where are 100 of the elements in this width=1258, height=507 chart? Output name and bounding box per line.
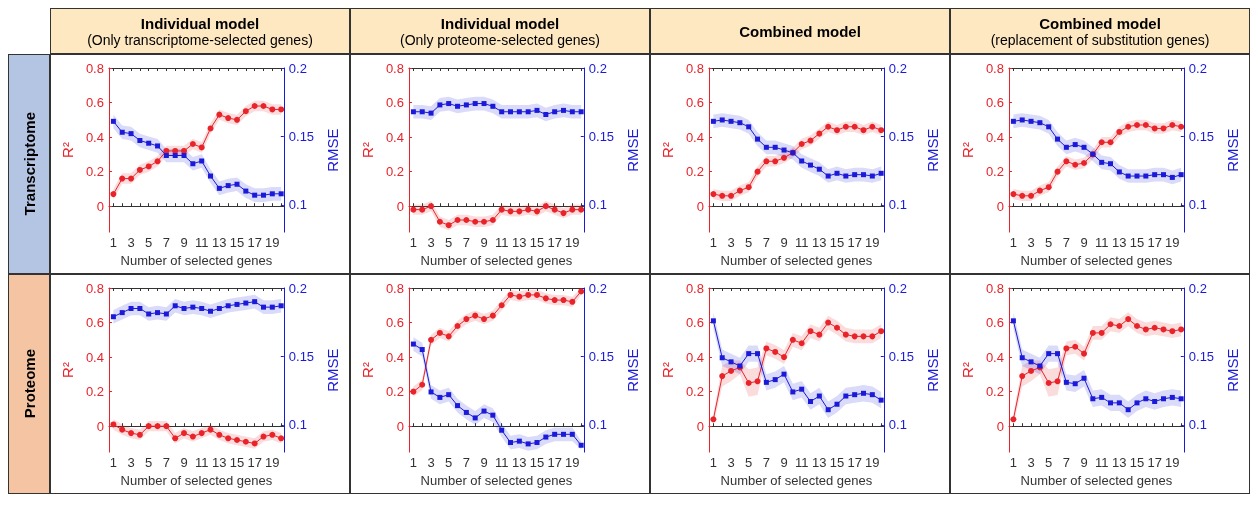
x-tick-label: 7 [762,235,770,251]
x-tick-label: 1 [109,235,117,251]
x-tick-label: 19 [565,235,580,251]
y-tick-label: 0 [396,418,404,434]
y2-tick-label: 0.1 [1188,197,1207,213]
y2-axis-title: RMSE [624,348,641,392]
chart-subtitle: (Only transcriptome-selected genes) [87,31,313,48]
y2-tick-label: 0.15 [1188,128,1215,144]
y-tick-label: 0.8 [685,60,704,76]
x-tick-label: 15 [529,455,545,471]
x-tick-label: 7 [462,235,470,251]
x-tick-label: 7 [462,455,470,471]
x-tick-label: 3 [427,455,435,471]
x-tick-label: 7 [162,455,170,471]
x-tick-label: 5 [145,235,153,251]
y-tick-label: 0.8 [85,280,104,296]
x-tick-label: 11 [494,455,509,471]
x-tick-label: 11 [794,455,809,471]
y2-tick-label: 0.1 [588,417,607,433]
y-tick-label: 0.4 [85,349,104,365]
x-axis-title: Number of selected genes [120,253,273,268]
x-tick-label: 5 [1045,455,1053,471]
x-tick-label: 7 [1062,455,1070,471]
x-tick-label: 17 [847,235,862,251]
y2-tick-label: 0.15 [588,348,615,364]
y2-axis-title: RMSE [1224,128,1241,172]
x-tick-label: 19 [1165,455,1180,471]
y-tick-label: 0.6 [385,95,404,111]
y2-axis-title: RMSE [924,128,941,172]
x-axis-title: Number of selected genes [720,473,873,488]
x-tick-label: 7 [1062,235,1070,251]
y2-axis-title: RMSE [924,348,941,392]
y-tick-label: 0 [96,198,104,214]
y-tick-label: 0.6 [85,95,104,111]
x-tick-label: 17 [247,235,262,251]
x-tick-label: 15 [229,235,245,251]
x-tick-label: 19 [565,455,580,471]
x-tick-label: 17 [547,455,562,471]
y2-tick-label: 0.2 [288,280,307,296]
x-tick-label: 11 [794,235,809,251]
y-tick-label: 0.8 [985,60,1004,76]
text: Proteome [20,349,38,419]
x-tick-label: 11 [494,235,509,251]
x-tick-label: 1 [109,455,117,471]
y-tick-label: 0.8 [985,280,1004,296]
y-tick-label: 0.4 [85,129,104,145]
y-axis-title: R² [959,142,976,158]
y-axis-title: R² [659,362,676,378]
y-axis-title: R² [59,142,76,158]
x-tick-label: 13 [1112,455,1127,471]
y-tick-label: 0.6 [385,315,404,331]
x-tick-label: 3 [127,455,135,471]
y2-tick-label: 0.15 [288,348,315,364]
x-tick-label: 1 [409,455,417,471]
chart-title: Individual model [440,14,560,32]
x-tick-label: 13 [512,455,527,471]
y-tick-label: 0.4 [685,129,704,145]
x-tick-label: 3 [1027,455,1035,471]
x-tick-label: 5 [1045,235,1053,251]
y-tick-label: 0.8 [685,280,704,296]
y-tick-label: 0.2 [385,164,404,180]
x-tick-label: 3 [1027,235,1035,251]
x-axis-title: Number of selected genes [420,473,573,488]
y2-axis-title: RMSE [324,128,341,172]
x-tick-label: 5 [745,455,753,471]
y-tick-label: 0.8 [85,60,104,76]
y-tick-label: 0.4 [385,349,404,365]
x-tick-label: 17 [847,455,862,471]
y-tick-label: 0.2 [385,384,404,400]
y2-tick-label: 0.2 [888,60,907,76]
y-tick-label: 0.2 [685,164,704,180]
x-tick-label: 17 [1147,455,1162,471]
x-tick-label: 15 [1129,455,1145,471]
x-tick-label: 5 [145,455,153,471]
x-tick-label: 15 [529,235,545,251]
y-tick-label: 0.6 [685,315,704,331]
x-tick-label: 9 [1080,455,1088,471]
y2-tick-label: 0.15 [588,128,615,144]
x-tick-label: 13 [512,235,527,251]
x-tick-label: 15 [829,455,845,471]
y2-tick-label: 0.1 [1188,417,1207,433]
y-tick-label: 0.2 [985,384,1004,400]
x-tick-label: 19 [265,235,280,251]
y-tick-label: 0 [96,418,104,434]
y2-tick-label: 0.1 [888,197,907,213]
y2-tick-label: 0.2 [888,280,907,296]
y-tick-label: 0.4 [685,349,704,365]
chart-subtitle: (replacement of substitution genes) [990,31,1210,48]
x-tick-label: 1 [1009,455,1017,471]
x-tick-label: 17 [247,455,262,471]
y-axis-title: R² [359,362,376,378]
chart-title: Combined model [1039,14,1161,32]
y-axis-title: R² [59,362,76,378]
x-tick-label: 5 [445,455,453,471]
y-tick-label: 0.2 [85,164,104,180]
y2-tick-label: 0.15 [1188,348,1215,364]
y-tick-label: 0.2 [85,384,104,400]
x-tick-label: 9 [780,455,788,471]
x-tick-label: 9 [480,455,488,471]
x-tick-label: 17 [1147,235,1162,251]
